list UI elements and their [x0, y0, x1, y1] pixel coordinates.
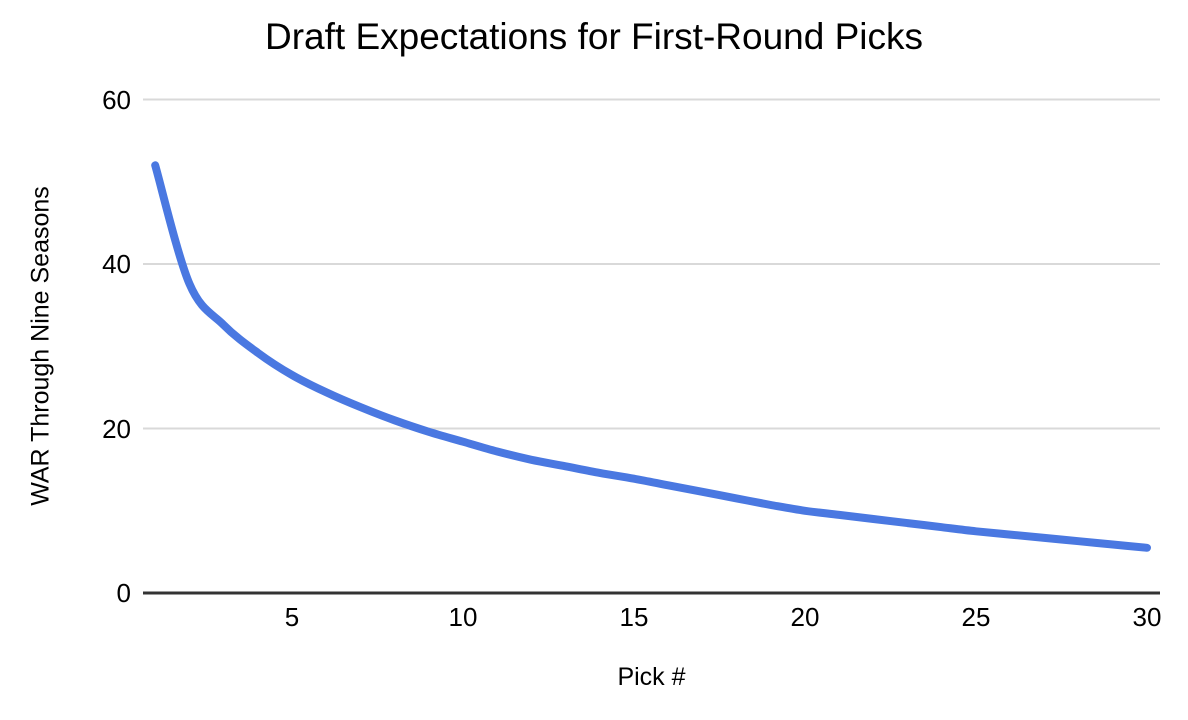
y-tick-label-60: 60: [102, 84, 131, 115]
x-tick-label-25: 25: [961, 602, 991, 632]
x-tick-label-5: 5: [284, 602, 300, 632]
y-tick-label-20: 20: [102, 413, 131, 444]
x-tick-label-30: 30: [1132, 602, 1162, 632]
series-line-expected-war: [151, 161, 1151, 552]
y-tick-label-0: 0: [116, 578, 131, 608]
chart-title: Draft Expectations for First-Round Picks: [265, 16, 923, 57]
y-tick-label-40: 40: [102, 249, 131, 279]
x-tick-label-10: 10: [448, 602, 478, 632]
x-tick-label-20: 20: [790, 602, 820, 632]
y-axis-title: WAR Through Nine Seasons: [26, 186, 55, 506]
x-tick-label-15: 15: [619, 602, 649, 632]
x-axis-title: Pick #: [617, 663, 686, 691]
